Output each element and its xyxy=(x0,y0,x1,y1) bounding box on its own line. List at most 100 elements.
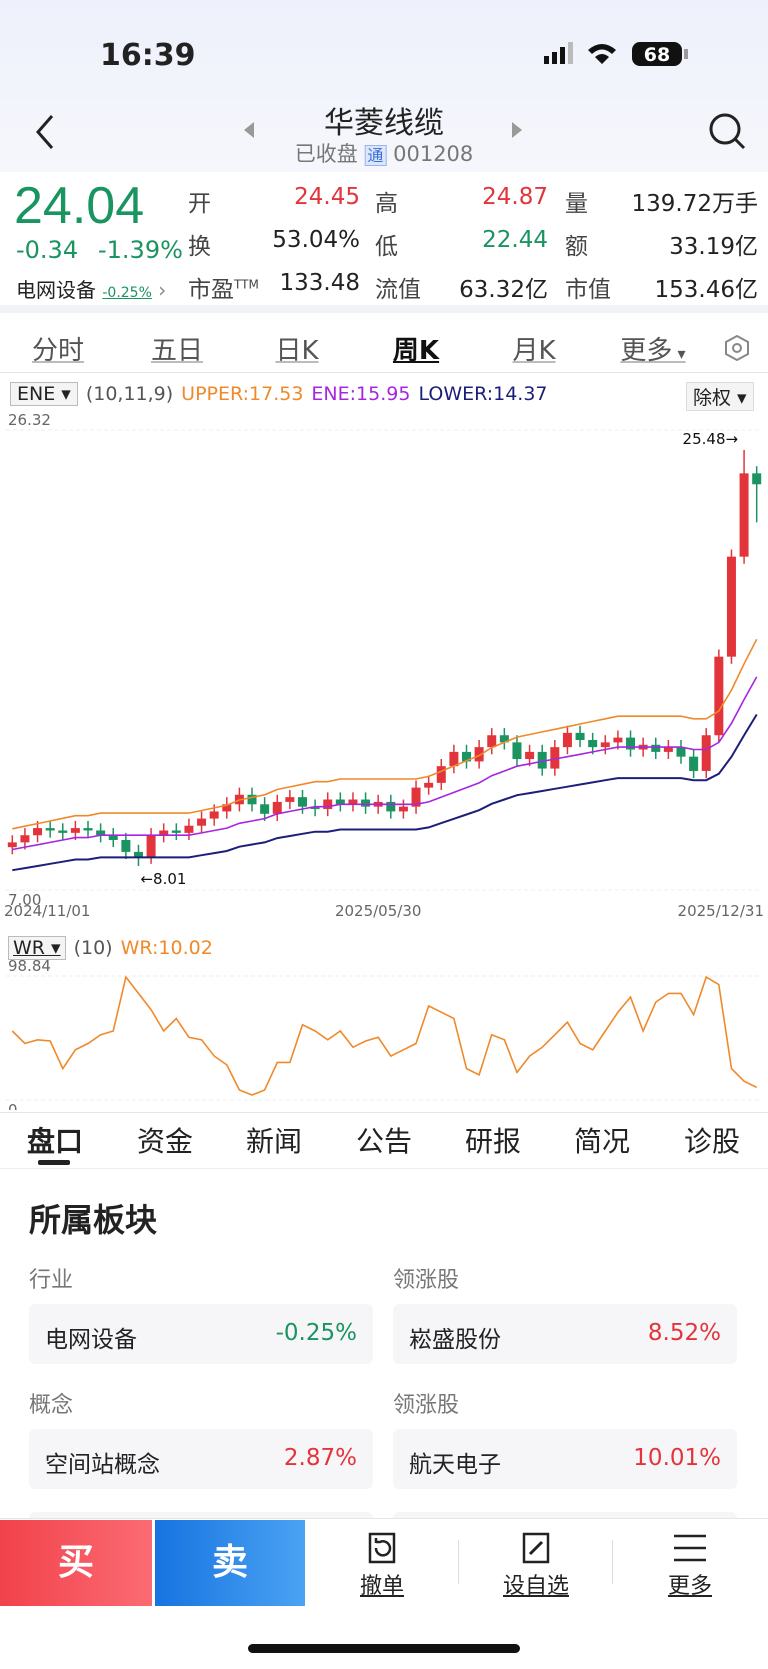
x-tick-label: 2024/11/01 xyxy=(4,902,90,920)
header-bg xyxy=(0,0,768,172)
sector-name: 电网设备 xyxy=(45,1327,137,1353)
indicator-line xyxy=(12,638,758,830)
period-tab[interactable]: 五日 xyxy=(150,336,204,366)
candle-body xyxy=(550,747,560,769)
period-tab[interactable]: 更多 ▾ xyxy=(620,336,686,366)
sector-card[interactable]: 电网设备 -0.25% xyxy=(29,1304,373,1364)
candle-body xyxy=(7,842,17,848)
period-tab[interactable]: 周K xyxy=(392,336,440,366)
separator xyxy=(458,1540,459,1584)
candle-body xyxy=(361,799,371,807)
tab-indicator xyxy=(38,1160,70,1165)
next-stock[interactable] xyxy=(510,120,524,140)
candle-body xyxy=(33,828,43,836)
section-tab[interactable]: 盘口 xyxy=(26,1125,84,1158)
candle-body xyxy=(184,825,194,833)
section-tab[interactable]: 简况 xyxy=(573,1125,631,1158)
action-button[interactable]: 撤单 xyxy=(359,1574,405,1599)
candle-body xyxy=(20,835,30,843)
price-annotation: 25.48→ xyxy=(683,430,739,448)
search-button[interactable] xyxy=(706,110,750,154)
group-label: 领涨股 xyxy=(393,1393,460,1418)
sector-link[interactable]: 电网设备 -0.25% › xyxy=(16,278,167,302)
candle-body xyxy=(449,751,459,767)
sector-change: -0.25% xyxy=(275,1320,357,1346)
action-button[interactable]: 更多 xyxy=(667,1574,713,1599)
back-button[interactable] xyxy=(30,112,60,152)
y-tick-label: 26.32 xyxy=(8,411,51,429)
divider xyxy=(0,1168,768,1169)
divider xyxy=(0,305,768,313)
section-tab[interactable]: 公告 xyxy=(355,1125,413,1158)
candle-body xyxy=(701,735,711,771)
candle-body xyxy=(714,656,724,736)
y-tick-label: 98.84 xyxy=(8,957,51,975)
sector-name: 空间站概念 xyxy=(45,1452,160,1478)
section-tab[interactable]: 研报 xyxy=(464,1125,522,1158)
stock-code: 001208 xyxy=(393,142,474,166)
candle-body xyxy=(121,840,131,852)
buy-button[interactable]: 买 xyxy=(0,1520,152,1606)
candle-body xyxy=(436,766,446,783)
field-label: 高 xyxy=(375,191,398,217)
candle-body xyxy=(424,782,434,788)
candle-body xyxy=(260,804,270,814)
candle-body xyxy=(676,747,686,757)
indicator-name: WR xyxy=(13,937,45,959)
candle-body xyxy=(247,794,257,805)
icon xyxy=(368,1532,396,1564)
period-tab[interactable]: 月K xyxy=(512,336,556,366)
stock-subtitle: 已收盘 通 001208 xyxy=(295,138,474,168)
field-label: 流值 xyxy=(375,277,421,303)
indicator-name: ENE xyxy=(17,383,56,405)
candle-body xyxy=(411,787,421,807)
candle-body xyxy=(133,851,143,857)
candle-body xyxy=(462,751,472,762)
candle-body xyxy=(58,830,68,833)
candle-body xyxy=(689,756,699,771)
field-value: 24.45 xyxy=(294,184,360,210)
candle-body xyxy=(323,799,333,810)
group-label: 概念 xyxy=(29,1393,74,1418)
candle-body xyxy=(726,556,736,657)
battery: 68 xyxy=(644,44,670,66)
period-tab[interactable]: 日K xyxy=(275,336,319,366)
separator xyxy=(612,1540,613,1584)
sell-button[interactable]: 卖 xyxy=(155,1520,305,1606)
adjust-select[interactable]: 除权 ▾ xyxy=(686,382,754,411)
group-label: 行业 xyxy=(29,1268,74,1293)
candle-body xyxy=(348,799,358,805)
sector-card[interactable]: 空间站概念 2.87% xyxy=(29,1429,373,1489)
field-value: 63.32亿 xyxy=(459,277,548,303)
settings-icon[interactable] xyxy=(722,333,752,363)
candle-body xyxy=(588,740,598,748)
legend-entry: WR:10.02 xyxy=(120,937,213,959)
indicator-select[interactable]: WR ▾ xyxy=(8,936,66,960)
icon xyxy=(674,1534,706,1562)
candle-body xyxy=(335,799,345,805)
candle-body xyxy=(739,473,749,557)
lead-card[interactable]: 崧盛股份 8.52% xyxy=(393,1304,737,1364)
candle-body xyxy=(146,835,156,857)
action-button[interactable]: 设自选 xyxy=(502,1574,570,1599)
candle-body xyxy=(108,835,118,840)
candle-body xyxy=(83,828,93,831)
candle-body xyxy=(96,830,106,836)
lead-change: 10.01% xyxy=(633,1445,721,1471)
lead-card[interactable]: 航天电子 10.01% xyxy=(393,1429,737,1489)
field-label: 开 xyxy=(188,191,211,217)
section-tab[interactable]: 诊股 xyxy=(684,1125,741,1158)
adjust: 除权 xyxy=(693,387,732,409)
candle-body xyxy=(499,735,509,743)
section-tab[interactable]: 新闻 xyxy=(245,1125,303,1158)
period-tab[interactable]: 分时 xyxy=(31,336,85,366)
candle-body xyxy=(487,735,497,748)
prev-stock[interactable] xyxy=(242,120,256,140)
indicator-select[interactable]: ENE ▾ xyxy=(10,382,78,406)
indicator-legend: ENE ▾ (10,11,9) UPPER:17.53 ENE:15.95 LOWER… xyxy=(10,382,548,406)
section-tab[interactable]: 资金 xyxy=(136,1125,194,1158)
field-value: 24.87 xyxy=(482,184,548,210)
field-label: 市盈TTM xyxy=(188,277,259,303)
field-label: 额 xyxy=(565,234,588,260)
